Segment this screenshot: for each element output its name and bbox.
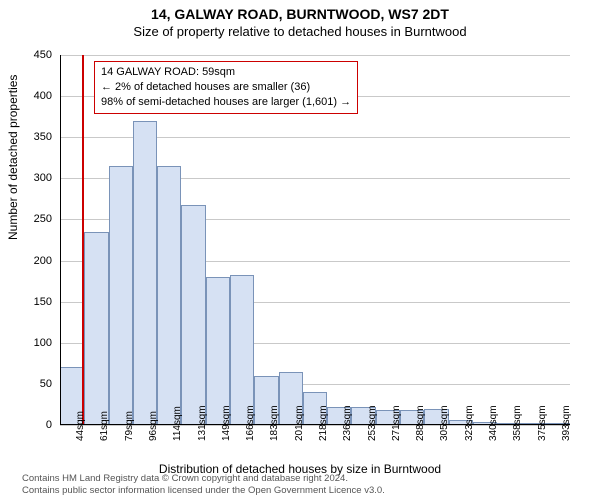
x-tick-label: 44sqm xyxy=(75,411,86,441)
histogram-bar xyxy=(230,275,254,425)
x-tick-label: 114sqm xyxy=(172,406,183,441)
histogram-bar xyxy=(84,232,108,425)
x-tick-label: 375sqm xyxy=(537,405,548,441)
x-tick-label: 131sqm xyxy=(197,405,208,441)
footer-line-1: Contains HM Land Registry data © Crown c… xyxy=(22,473,385,484)
y-tick-label: 400 xyxy=(2,90,52,102)
histogram-bar xyxy=(109,166,133,425)
histogram-bar xyxy=(133,121,157,425)
x-tick-label: 61sqm xyxy=(99,411,110,441)
plot-area: 14 GALWAY ROAD: 59sqm ← 2% of detached h… xyxy=(60,55,570,425)
y-axis-ticks: 050100150200250300350400450 xyxy=(0,55,56,425)
x-axis-ticks: 44sqm61sqm79sqm96sqm114sqm131sqm149sqm16… xyxy=(60,425,570,465)
y-tick-label: 450 xyxy=(2,49,52,61)
y-tick-label: 100 xyxy=(2,337,52,349)
annotation-line-1: 14 GALWAY ROAD: 59sqm xyxy=(101,65,351,80)
histogram-bar xyxy=(206,277,230,425)
x-tick-label: 201sqm xyxy=(294,405,305,441)
y-tick-label: 0 xyxy=(2,419,52,431)
x-tick-label: 358sqm xyxy=(512,405,523,441)
x-tick-label: 96sqm xyxy=(148,411,159,441)
x-tick-label: 218sqm xyxy=(318,405,329,441)
y-tick-label: 200 xyxy=(2,255,52,267)
y-tick-label: 50 xyxy=(2,378,52,390)
chart-title: 14, GALWAY ROAD, BURNTWOOD, WS7 2DT xyxy=(0,0,600,22)
annotation-line-2: ← 2% of detached houses are smaller (36) xyxy=(101,80,351,95)
footer-attribution: Contains HM Land Registry data © Crown c… xyxy=(22,473,385,496)
x-tick-label: 340sqm xyxy=(488,405,499,441)
histogram-bar xyxy=(157,166,181,425)
histogram-bar xyxy=(181,205,205,425)
annotation-box: 14 GALWAY ROAD: 59sqm ← 2% of detached h… xyxy=(94,61,358,114)
chart-subtitle: Size of property relative to detached ho… xyxy=(0,22,600,39)
y-tick-label: 150 xyxy=(2,296,52,308)
x-tick-label: 79sqm xyxy=(124,411,135,441)
x-tick-label: 393sqm xyxy=(561,405,572,441)
x-tick-label: 253sqm xyxy=(367,405,378,441)
chart-container: 14, GALWAY ROAD, BURNTWOOD, WS7 2DT Size… xyxy=(0,0,600,500)
x-tick-label: 305sqm xyxy=(439,405,450,441)
x-tick-label: 288sqm xyxy=(415,405,426,441)
footer-line-2: Contains public sector information licen… xyxy=(22,485,385,496)
x-tick-label: 166sqm xyxy=(245,405,256,441)
y-tick-label: 250 xyxy=(2,213,52,225)
x-tick-label: 183sqm xyxy=(269,405,280,441)
x-tick-label: 236sqm xyxy=(342,405,353,441)
x-tick-label: 149sqm xyxy=(221,405,232,441)
y-tick-label: 300 xyxy=(2,172,52,184)
y-tick-label: 350 xyxy=(2,131,52,143)
x-tick-label: 323sqm xyxy=(464,405,475,441)
x-tick-label: 271sqm xyxy=(391,405,402,441)
annotation-line-3: 98% of semi-detached houses are larger (… xyxy=(101,95,351,110)
property-marker-line xyxy=(82,55,84,425)
